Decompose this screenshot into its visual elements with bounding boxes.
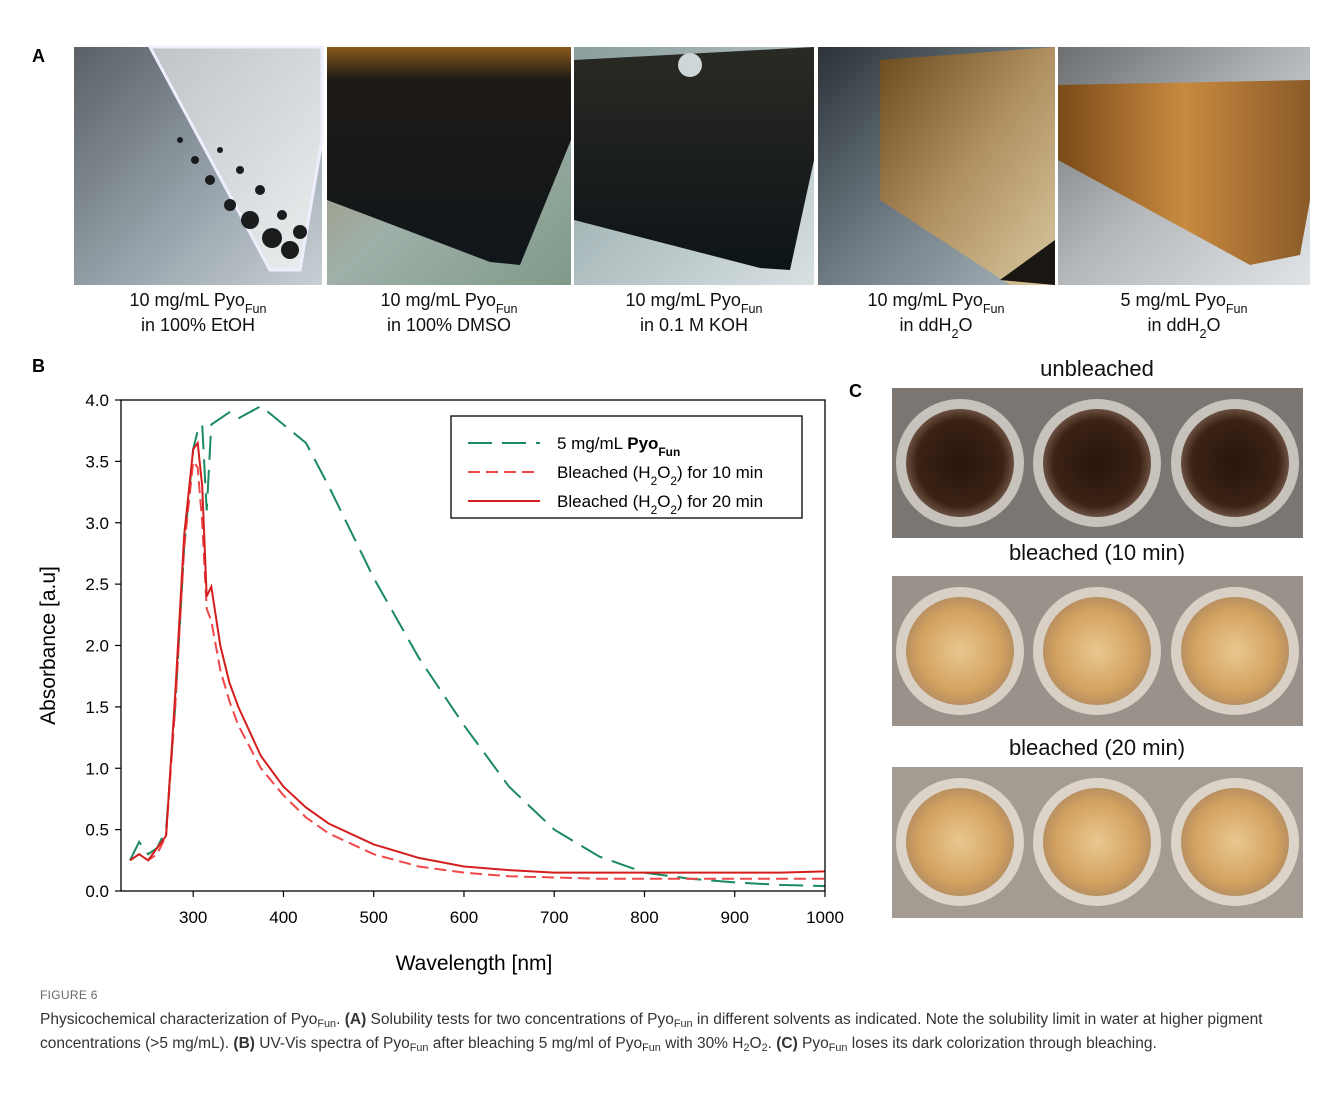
photo-caption: 10 mg/mL PyoFun bbox=[625, 290, 762, 316]
x-axis-title: Wavelength [nm] bbox=[396, 952, 553, 975]
text-run: 10 mg/mL Pyo bbox=[625, 290, 740, 310]
y-tick-label: 3.5 bbox=[85, 452, 109, 471]
text-run: Fun bbox=[829, 1042, 848, 1054]
photo-solubility bbox=[1058, 47, 1310, 285]
photo-title: bleached (20 min) bbox=[1009, 735, 1185, 760]
x-tick-label: 400 bbox=[269, 908, 297, 927]
text-run: in 100% EtOH bbox=[141, 315, 255, 335]
text-run: UV-Vis spectra of Pyo bbox=[255, 1035, 410, 1052]
text-run: Bleached (H bbox=[557, 463, 651, 482]
text-run: in ddH bbox=[899, 315, 951, 335]
well-plate-photo bbox=[892, 767, 1303, 918]
y-tick-label: 0.5 bbox=[85, 821, 109, 840]
text-run: Fun bbox=[410, 1042, 429, 1054]
y-axis-title: Absorbance [a.u] bbox=[37, 566, 60, 725]
text-run: Fun bbox=[317, 1018, 336, 1030]
text-run: in 0.1 M KOH bbox=[640, 315, 748, 335]
photo-title: bleached (10 min) bbox=[1009, 540, 1185, 565]
text-run: 5 mg/mL bbox=[557, 434, 627, 453]
text-run: Pyo bbox=[798, 1035, 829, 1052]
text-run: 10 mg/mL Pyo bbox=[129, 290, 244, 310]
figure-label: FIGURE 6 bbox=[40, 988, 1290, 1002]
y-tick-label: 2.5 bbox=[85, 575, 109, 594]
panel-label: B bbox=[32, 356, 45, 376]
text-run: Fun bbox=[674, 1018, 693, 1030]
text-run: Fun bbox=[1226, 302, 1248, 316]
well-plate-photo bbox=[892, 576, 1303, 726]
text-run: in ddH bbox=[1147, 315, 1199, 335]
well-plate-photo bbox=[892, 388, 1303, 538]
text-run: O bbox=[657, 492, 670, 511]
y-tick-label: 4.0 bbox=[85, 391, 109, 410]
text-run: O bbox=[657, 463, 670, 482]
photo-caption: in 100% EtOH bbox=[141, 315, 255, 335]
text-run: O bbox=[750, 1035, 762, 1052]
page: { "panels": { "a": { "label": "A", "phot… bbox=[0, 0, 1322, 1103]
y-tick-label: 1.5 bbox=[85, 698, 109, 717]
text-run: Solubility tests for two concentrations … bbox=[366, 1011, 674, 1028]
text-run: . bbox=[768, 1035, 777, 1052]
photo-caption: in 0.1 M KOH bbox=[640, 315, 748, 335]
photo-caption: in ddH2O bbox=[899, 315, 972, 341]
text-run: Fun bbox=[642, 1042, 661, 1054]
text-run: ) for 10 min bbox=[677, 463, 763, 482]
x-tick-label: 1000 bbox=[806, 908, 844, 927]
photo-title: unbleached bbox=[1040, 356, 1154, 381]
caption-text: Physicochemical characterization of PyoF… bbox=[40, 1008, 1290, 1055]
photo-caption: 5 mg/mL PyoFun bbox=[1120, 290, 1247, 316]
photo-solubility bbox=[327, 47, 571, 285]
x-tick-label: 700 bbox=[540, 908, 568, 927]
photo-solubility bbox=[574, 47, 814, 285]
text-run: 5 mg/mL Pyo bbox=[1120, 290, 1225, 310]
text-run: Fun bbox=[245, 302, 267, 316]
text-run: . bbox=[336, 1011, 345, 1028]
text-run: 10 mg/mL Pyo bbox=[867, 290, 982, 310]
text-run: Fun bbox=[983, 302, 1005, 316]
x-tick-label: 600 bbox=[450, 908, 478, 927]
text-run: (B) bbox=[233, 1035, 255, 1052]
photo-caption: in 100% DMSO bbox=[387, 315, 511, 335]
photo-solubility bbox=[74, 47, 322, 285]
panel-label: A bbox=[32, 46, 45, 66]
text-run: ) for 20 min bbox=[677, 492, 763, 511]
series-line bbox=[130, 461, 825, 878]
text-run: Fun bbox=[658, 445, 680, 459]
y-tick-label: 0.0 bbox=[85, 882, 109, 901]
text-run: in 100% DMSO bbox=[387, 315, 511, 335]
text-run: (C) bbox=[776, 1035, 798, 1052]
photo-caption: 10 mg/mL PyoFun bbox=[129, 290, 266, 316]
x-tick-label: 300 bbox=[179, 908, 207, 927]
text-run: after bleaching 5 mg/ml of Pyo bbox=[428, 1035, 642, 1052]
text-run: Fun bbox=[496, 302, 518, 316]
y-tick-label: 1.0 bbox=[85, 759, 109, 778]
text-run: loses its dark colorization through blea… bbox=[847, 1035, 1156, 1052]
text-run: Bleached (H bbox=[557, 492, 651, 511]
text-run: O bbox=[1207, 315, 1221, 335]
text-run: 2 bbox=[952, 327, 959, 341]
text-run: with 30% H bbox=[661, 1035, 744, 1052]
text-run: (A) bbox=[345, 1011, 367, 1028]
text-run: Fun bbox=[741, 302, 763, 316]
text-run: Physicochemical characterization of Pyo bbox=[40, 1011, 317, 1028]
text-run: O bbox=[959, 315, 973, 335]
y-tick-label: 2.0 bbox=[85, 637, 109, 656]
panel-label: C bbox=[849, 381, 862, 401]
y-tick-label: 3.0 bbox=[85, 514, 109, 533]
text-run: 2 bbox=[1200, 327, 1207, 341]
photo-caption: in ddH2O bbox=[1147, 315, 1220, 341]
text-run: Pyo bbox=[627, 434, 658, 453]
photo-caption: 10 mg/mL PyoFun bbox=[867, 290, 1004, 316]
x-tick-label: 800 bbox=[630, 908, 658, 927]
x-tick-label: 500 bbox=[360, 908, 388, 927]
photo-caption: 10 mg/mL PyoFun bbox=[380, 290, 517, 316]
text-run: 10 mg/mL Pyo bbox=[380, 290, 495, 310]
x-tick-label: 900 bbox=[721, 908, 749, 927]
photo-solubility bbox=[818, 47, 1055, 285]
figure-caption: FIGURE 6 Physicochemical characterizatio… bbox=[40, 988, 1290, 1055]
